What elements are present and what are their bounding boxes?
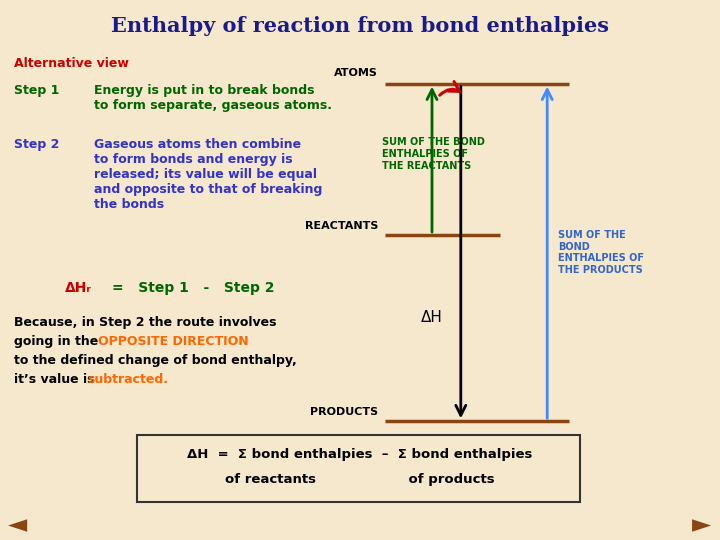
Text: it’s value is: it’s value is: [14, 373, 99, 386]
Text: subtracted.: subtracted.: [88, 373, 168, 386]
Text: PRODUCTS: PRODUCTS: [310, 407, 378, 417]
Text: Energy is put in to break bonds
to form separate, gaseous atoms.: Energy is put in to break bonds to form …: [94, 84, 332, 112]
Text: SUM OF THE BOND
ENTHALPIES OF
THE REACTANTS: SUM OF THE BOND ENTHALPIES OF THE REACTA…: [382, 137, 485, 171]
Text: Because, in Step 2 the route involves: Because, in Step 2 the route involves: [14, 316, 277, 329]
Text: Step 2: Step 2: [14, 138, 60, 151]
Text: ΔH  =  Σ bond enthalpies  –  Σ bond enthalpies: ΔH = Σ bond enthalpies – Σ bond enthalpi…: [187, 448, 533, 461]
Text: going in the: going in the: [14, 335, 103, 348]
Text: Enthalpy of reaction from bond enthalpies: Enthalpy of reaction from bond enthalpie…: [111, 16, 609, 36]
Text: SUM OF THE
BOND
ENTHALPIES OF
THE PRODUCTS: SUM OF THE BOND ENTHALPIES OF THE PRODUC…: [558, 230, 644, 275]
Text: OPPOSITE DIRECTION: OPPOSITE DIRECTION: [98, 335, 248, 348]
Text: Gaseous atoms then combine
to form bonds and energy is
released; its value will : Gaseous atoms then combine to form bonds…: [94, 138, 322, 211]
Text: ◄: ◄: [9, 513, 27, 537]
FancyArrowPatch shape: [440, 82, 459, 95]
Text: ►: ►: [693, 513, 711, 537]
FancyBboxPatch shape: [137, 435, 580, 502]
Text: to the defined change of bond enthalpy,: to the defined change of bond enthalpy,: [14, 354, 297, 367]
Text: Step 1: Step 1: [14, 84, 60, 97]
Text: of reactants                    of products: of reactants of products: [225, 473, 495, 486]
Text: ΔH: ΔH: [421, 310, 443, 325]
Text: ATOMS: ATOMS: [334, 68, 378, 78]
Text: REACTANTS: REACTANTS: [305, 220, 378, 231]
Text: ΔHᵣ: ΔHᵣ: [65, 281, 91, 295]
Text: Alternative view: Alternative view: [14, 57, 130, 70]
Text: =   Step 1   -   Step 2: = Step 1 - Step 2: [112, 281, 274, 295]
